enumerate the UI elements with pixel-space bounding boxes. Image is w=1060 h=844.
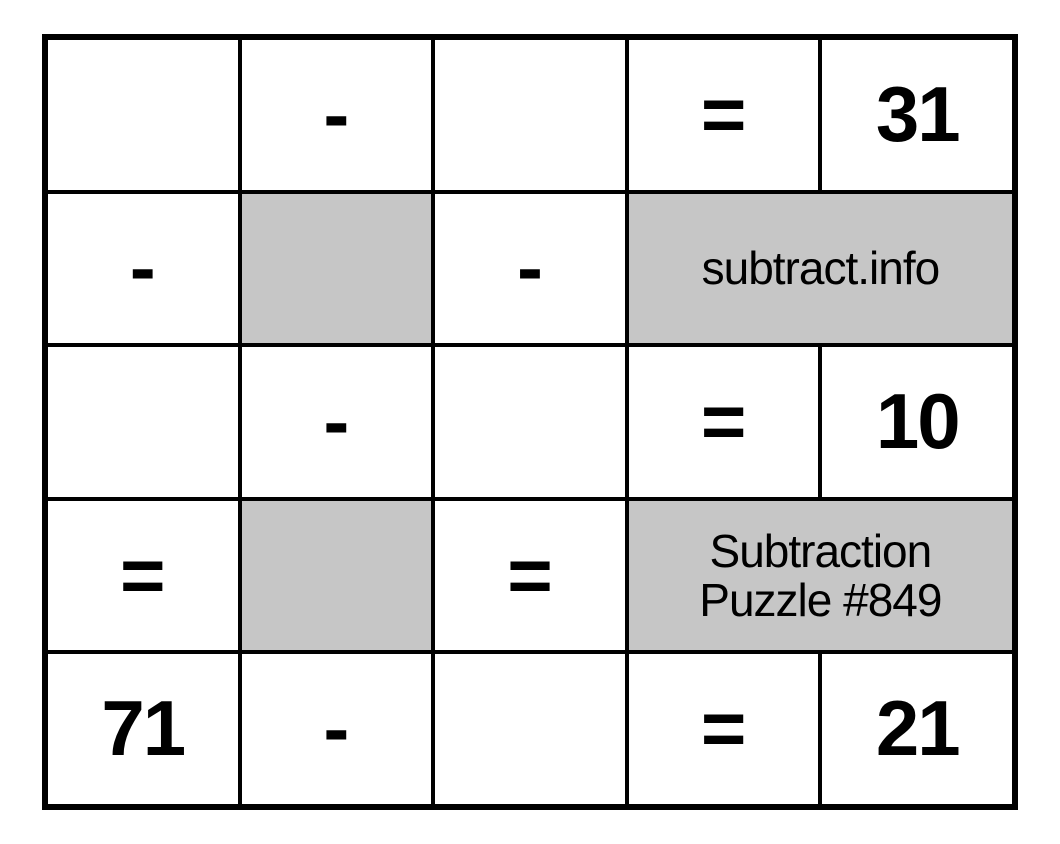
cell-r1c1-shaded bbox=[240, 192, 434, 346]
minus-icon: - bbox=[323, 74, 349, 156]
cell-r4c3-op: = bbox=[627, 652, 821, 806]
site-label: subtract.info bbox=[702, 244, 940, 292]
cell-r4c2-blank[interactable] bbox=[433, 652, 627, 806]
equals-icon: = bbox=[701, 74, 747, 156]
cell-r2c4-result: 10 bbox=[820, 345, 1014, 499]
minus-icon: - bbox=[323, 381, 349, 463]
subtraction-puzzle-grid: - = 31 - - subtract.info - = 10 = = Subt… bbox=[42, 34, 1018, 810]
cell-r2c1-op: - bbox=[240, 345, 434, 499]
cell-r3c1-shaded bbox=[240, 499, 434, 653]
value-r4c4: 21 bbox=[876, 688, 959, 770]
cell-r2c2-blank[interactable] bbox=[433, 345, 627, 499]
minus-icon: - bbox=[517, 227, 543, 309]
cell-r1c2-op: - bbox=[433, 192, 627, 346]
equals-icon: = bbox=[120, 535, 166, 617]
minus-icon: - bbox=[130, 227, 156, 309]
equals-icon: = bbox=[507, 535, 553, 617]
cell-r0c3-op: = bbox=[627, 38, 821, 192]
cell-r2c3-op: = bbox=[627, 345, 821, 499]
cell-r3c2-op: = bbox=[433, 499, 627, 653]
value-r4c0: 71 bbox=[101, 688, 184, 770]
cell-r1c0-op: - bbox=[46, 192, 240, 346]
cell-r4c1-op: - bbox=[240, 652, 434, 806]
cell-r0c4-result: 31 bbox=[820, 38, 1014, 192]
cell-r3-info: SubtractionPuzzle #849 bbox=[627, 499, 1014, 653]
equals-icon: = bbox=[701, 381, 747, 463]
equals-icon: = bbox=[701, 688, 747, 770]
cell-r0c0-blank[interactable] bbox=[46, 38, 240, 192]
cell-r4c0-given: 71 bbox=[46, 652, 240, 806]
cell-r4c4-result: 21 bbox=[820, 652, 1014, 806]
value-r0c4: 31 bbox=[876, 74, 959, 156]
minus-icon: - bbox=[323, 688, 349, 770]
puzzle-title: SubtractionPuzzle #849 bbox=[699, 527, 941, 624]
cell-r3c0-op: = bbox=[46, 499, 240, 653]
cell-r0c2-blank[interactable] bbox=[433, 38, 627, 192]
cell-r1-info: subtract.info bbox=[627, 192, 1014, 346]
value-r2c4: 10 bbox=[876, 381, 959, 463]
cell-r0c1-op: - bbox=[240, 38, 434, 192]
cell-r2c0-blank[interactable] bbox=[46, 345, 240, 499]
